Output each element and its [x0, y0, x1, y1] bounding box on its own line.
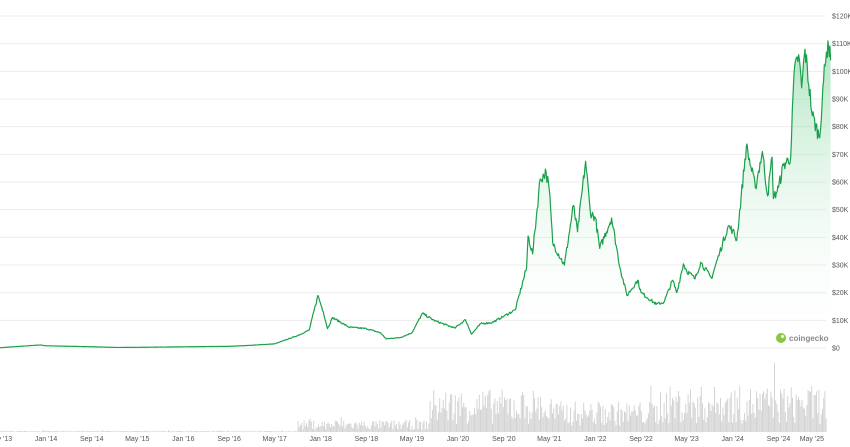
y-tick-label: $110K: [832, 41, 850, 48]
x-tick-label: Sep '20: [492, 436, 516, 443]
x-tick-label: Sep '14: [80, 436, 104, 443]
y-tick-label: $20K: [832, 290, 849, 297]
volume-bars: [0, 362, 827, 432]
x-tick-label: Jan '18: [310, 436, 332, 443]
coingecko-logo-eye: [781, 335, 784, 338]
x-tick-label: Sep '24: [767, 436, 791, 443]
coingecko-logo-icon: [776, 333, 786, 343]
x-tick-label: May '19: [400, 436, 424, 443]
watermark-text: coingecko: [789, 334, 829, 343]
x-tick-label: May '15: [125, 436, 149, 443]
y-tick-label: $60K: [832, 180, 849, 187]
y-tick-label: $10K: [832, 318, 849, 325]
x-tick-label: May '21: [537, 436, 561, 443]
y-tick-label: $80K: [832, 124, 849, 131]
x-tick-label: Sep '16: [217, 436, 241, 443]
y-tick-label: $0: [832, 346, 840, 353]
x-axis-ticks: May '13 Jan '14 Sep '14 May '15 Jan '16 Sep '…: [0, 436, 824, 443]
y-tick-label: $90K: [832, 97, 849, 104]
x-tick-label: Jan '24: [721, 436, 743, 443]
y-tick-label: $40K: [832, 235, 849, 242]
x-tick-label: Jan '20: [447, 436, 469, 443]
x-tick-label: May '17: [263, 436, 287, 443]
x-tick-label: Jan '22: [584, 436, 606, 443]
x-tick-label: May '25: [800, 436, 824, 443]
y-tick-label: $70K: [832, 152, 849, 159]
price-line: [0, 40, 832, 349]
coingecko-logo: coingecko: [776, 333, 829, 343]
x-tick-label: May '23: [674, 436, 698, 443]
x-tick-label: Sep '18: [355, 436, 379, 443]
x-tick-label: May '13: [0, 436, 12, 443]
price-area: [0, 40, 831, 349]
x-tick-label: Sep '22: [629, 436, 653, 443]
x-tick-label: Jan '16: [172, 436, 194, 443]
y-tick-label: $120K: [832, 14, 850, 21]
y-tick-label: $50K: [832, 207, 849, 214]
y-tick-label: $30K: [832, 263, 849, 270]
y-axis-ticks: $0 $10K $20K $30K $40K $50K $60K $70K $80K $90K $1…: [832, 14, 850, 353]
y-tick-label: $100K: [832, 69, 850, 76]
x-tick-label: Jan '14: [35, 436, 57, 443]
grid-lines: [0, 15, 826, 349]
